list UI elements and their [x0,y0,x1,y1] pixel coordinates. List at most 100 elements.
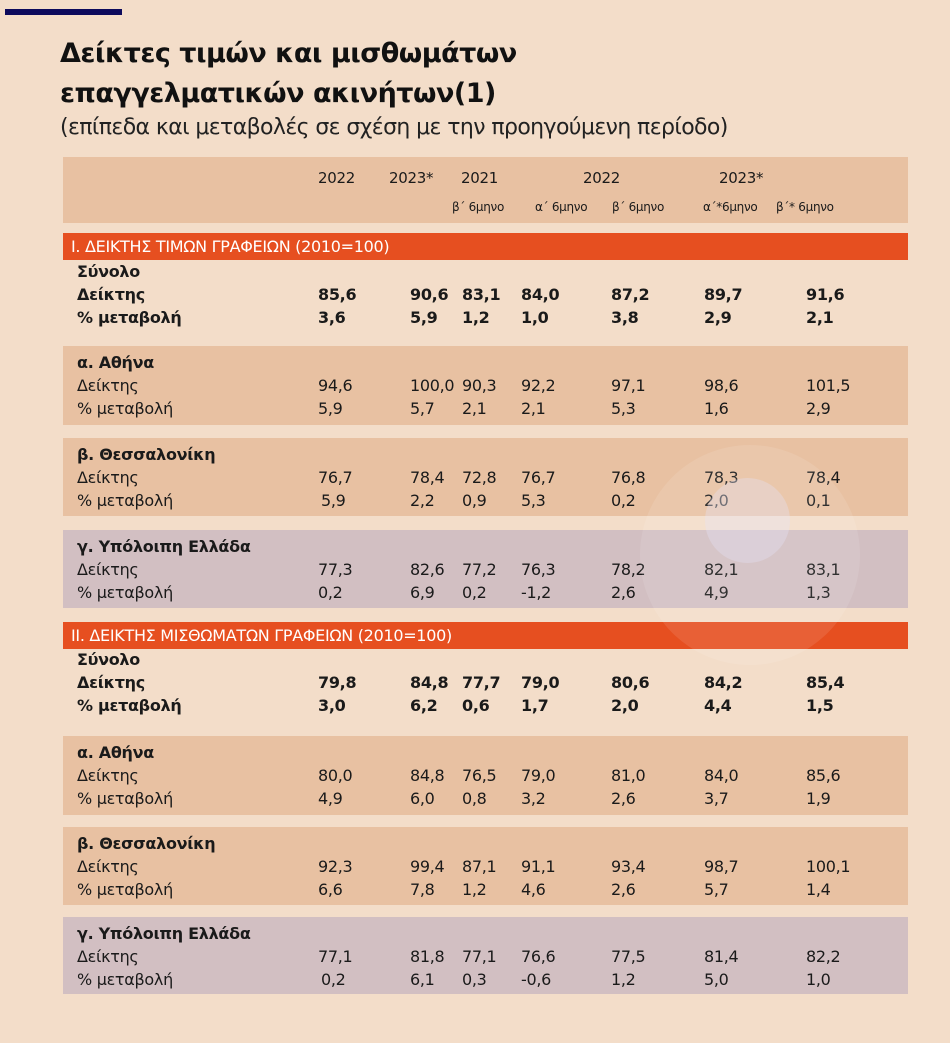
value: 92,3 [318,857,353,876]
value: 3,2 [521,789,546,808]
value: 99,4 [410,857,445,876]
value: 82,6 [410,560,445,579]
value: 0,3 [462,970,487,989]
value: 6,0 [410,789,435,808]
group-name: α. Αθήνα [77,353,154,372]
row-label-change: % μεταβολή [77,696,182,715]
value: 5,9 [410,308,438,327]
value: 3,6 [318,308,346,327]
row-label-index: Δείκτης [77,560,139,579]
value: 84,2 [704,673,743,692]
row-label-change: % μεταβολή [77,583,173,602]
value: 79,0 [521,766,556,785]
group-name: β. Θεσσαλονίκη [77,445,216,464]
value: -0,6 [521,970,552,989]
value: 76,8 [611,468,646,487]
row-label-change: % μεταβολή [77,970,173,989]
group-prices-athens: α. Αθήνα Δείκτης % μεταβολή 94,6 100,0 9… [63,346,908,425]
page-title: Δείκτες τιμών και μισθωμάτων επαγγελματι… [60,34,920,114]
value: 0,2 [462,583,487,602]
title-line-2: επαγγελματικών ακινήτων(1) [60,78,496,109]
value: 78,4 [806,468,841,487]
value: 84,0 [521,285,560,304]
group-rents-rest-of-greece: γ. Υπόλοιπη Ελλάδα Δείκτης % μεταβολή 77… [63,917,908,994]
value: 0,2 [321,970,346,989]
value: 84,0 [704,766,739,785]
value: 1,4 [806,880,831,899]
subheader-2023-b: β΄* 6μηνο [776,200,834,214]
value: 76,7 [318,468,353,487]
value: 6,6 [318,880,343,899]
row-label-change: % μεταβολή [77,491,173,510]
value: 6,9 [410,583,435,602]
value: 0,1 [806,491,831,510]
col-header-2022: 2022 [318,169,355,187]
group-name: β. Θεσσαλονίκη [77,834,216,853]
value: 84,8 [410,766,445,785]
group-name: Σύνολο [77,262,140,281]
col-header-2023: 2023* [389,169,434,187]
value: 0,2 [318,583,343,602]
value: 76,5 [462,766,497,785]
value: 76,6 [521,947,556,966]
value: 2,6 [611,583,636,602]
group-rents-thessaloniki: β. Θεσσαλονίκη Δείκτης % μεταβολή 92,3 9… [63,827,908,905]
value: 84,8 [410,673,449,692]
value: 1,0 [806,970,831,989]
value: 90,6 [410,285,449,304]
value: 79,8 [318,673,357,692]
value: 78,4 [410,468,445,487]
value: 85,6 [806,766,841,785]
value: 1,2 [462,880,487,899]
value: 0,8 [462,789,487,808]
value: 78,3 [704,468,739,487]
value: 85,4 [806,673,845,692]
value: 5,7 [704,880,729,899]
group-prices-thessaloniki: β. Θεσσαλονίκη Δείκτης % μεταβολή 76,7 7… [63,438,908,516]
value: 2,1 [806,308,834,327]
subheader-2022-b: β΄ 6μηνο [612,200,664,214]
value: 3,7 [704,789,729,808]
row-label-change: % μεταβολή [77,399,173,418]
title-line-1: Δείκτες τιμών και μισθωμάτων [60,38,517,69]
row-label-index: Δείκτης [77,468,139,487]
value: 81,8 [410,947,445,966]
row-label-change: % μεταβολή [77,789,173,808]
col-header-2023-semesters: 2023* [719,169,764,187]
value: 1,2 [462,308,490,327]
value: 4,6 [521,880,546,899]
value: 4,9 [318,789,343,808]
value: -1,2 [521,583,552,602]
value: 77,5 [611,947,646,966]
row-label-index: Δείκτης [77,673,145,692]
col-header-2021: 2021 [461,169,498,187]
group-prices-rest-of-greece: γ. Υπόλοιπη Ελλάδα Δείκτης % μεταβολή 77… [63,530,908,608]
value: 1,2 [611,970,636,989]
value: 78,2 [611,560,646,579]
col-header-2022-semesters: 2022 [583,169,620,187]
value: 1,3 [806,583,831,602]
value: 81,4 [704,947,739,966]
value: 82,2 [806,947,841,966]
value: 2,9 [806,399,831,418]
section-title-prices: I. ΔΕΙΚΤΗΣ ΤΙΜΩΝ ΓΡΑΦΕΙΩΝ (2010=100) [63,233,908,260]
value: 6,2 [410,696,438,715]
value: 5,0 [704,970,729,989]
value: 5,3 [611,399,636,418]
value: 2,6 [611,880,636,899]
value: 2,1 [521,399,546,418]
value: 97,1 [611,376,646,395]
value: 98,7 [704,857,739,876]
table-header: 2022 2023* 2021 2022 2023* β΄ 6μηνο α΄ 6… [63,157,908,223]
value: 80,6 [611,673,650,692]
value: 93,4 [611,857,646,876]
row-label-change: % μεταβολή [77,880,173,899]
value: 85,6 [318,285,357,304]
value: 3,8 [611,308,639,327]
value: 2,1 [462,399,487,418]
value: 1,6 [704,399,729,418]
value: 77,1 [318,947,353,966]
section-title-rents: II. ΔΕΙΚΤΗΣ ΜΙΣΘΩΜΑΤΩΝ ΓΡΑΦΕΙΩΝ (2010=10… [63,622,908,649]
value: 80,0 [318,766,353,785]
subheader-2023-a: α΄*6μηνο [703,200,758,214]
